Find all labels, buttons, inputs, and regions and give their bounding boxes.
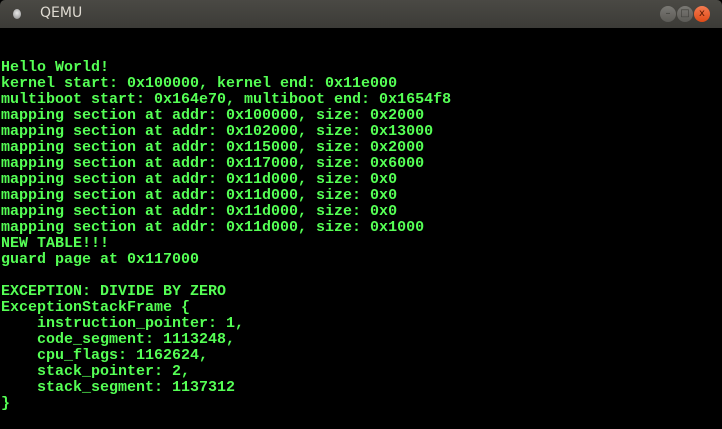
console-line: mapping section at addr: 0x11d000, size:… <box>1 219 425 236</box>
console-line: NEW TABLE!!! <box>1 235 110 252</box>
window-title: QEMU <box>40 5 83 21</box>
console-line: kernel start: 0x100000, kernel end: 0x11… <box>1 75 398 92</box>
console-line: guard page at 0x117000 <box>1 251 200 268</box>
qemu-app-icon <box>13 9 21 19</box>
console-line: mapping section at addr: 0x11d000, size:… <box>1 171 398 188</box>
vm-display[interactable]: Hello World! kernel start: 0x100000, ker… <box>0 28 722 429</box>
console-line: mapping section at addr: 0x100000, size:… <box>1 107 425 124</box>
console-line: EXCEPTION: DIVIDE BY ZERO <box>1 283 227 300</box>
console-line: multiboot start: 0x164e70, multiboot end… <box>1 91 452 108</box>
console-line: } <box>1 395 11 412</box>
console-line: stack_segment: 1137312 <box>1 379 236 396</box>
minimize-button[interactable]: – <box>660 6 676 22</box>
console-line: mapping section at addr: 0x11d000, size:… <box>1 203 398 220</box>
console-line: stack_pointer: 2, <box>1 363 191 380</box>
console-line <box>1 268 722 284</box>
console-line: Hello World! <box>1 59 110 76</box>
console-line: mapping section at addr: 0x11d000, size:… <box>1 187 398 204</box>
title-bar[interactable]: QEMU – □ x <box>0 0 722 28</box>
console-line: mapping section at addr: 0x102000, size:… <box>1 123 434 140</box>
console-line: code_segment: 1113248, <box>1 331 236 348</box>
console-line: mapping section at addr: 0x117000, size:… <box>1 155 425 172</box>
maximize-button[interactable]: □ <box>677 6 693 22</box>
console-line: instruction_pointer: 1, <box>1 315 245 332</box>
console-line: cpu_flags: 1162624, <box>1 347 209 364</box>
console-line: mapping section at addr: 0x115000, size:… <box>1 139 425 156</box>
console-output: Hello World! kernel start: 0x100000, ker… <box>0 28 722 412</box>
console-line: ExceptionStackFrame { <box>1 299 191 316</box>
close-button[interactable]: x <box>694 6 710 22</box>
